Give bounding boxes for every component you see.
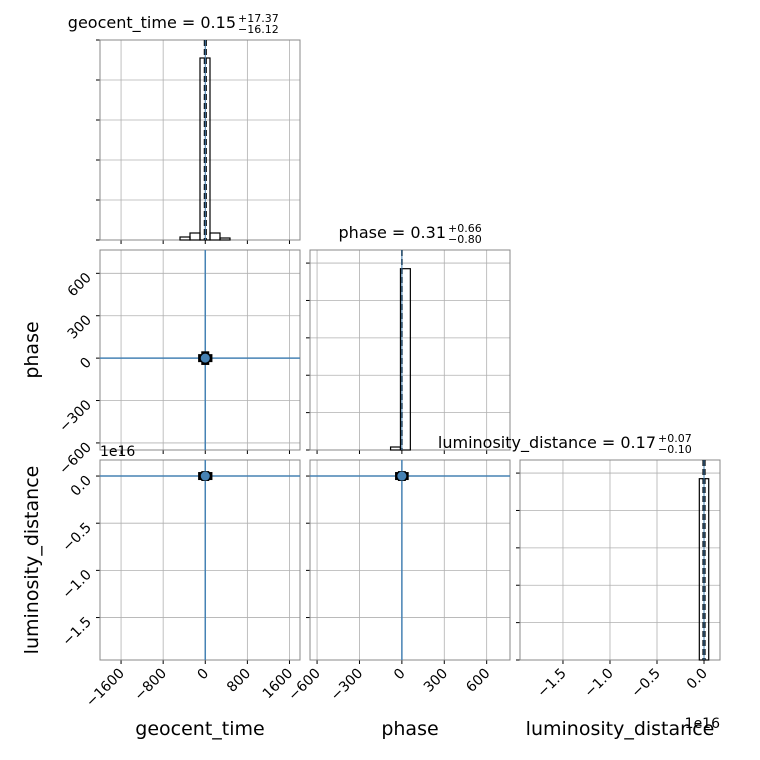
x-tick-label: −600 xyxy=(285,666,324,705)
panel-title: phase = 0.31 xyxy=(339,223,446,242)
title-lower: −0.80 xyxy=(448,233,482,246)
y-tick-label: −0.5 xyxy=(59,520,94,555)
x-axis-label: phase xyxy=(381,718,438,740)
offset-label: 1e16 xyxy=(685,716,720,732)
y-tick-label: 0.0 xyxy=(68,473,95,500)
title-lower: −0.10 xyxy=(658,443,692,456)
x-axis-label: geocent_time xyxy=(135,718,264,740)
x-tick-label: 800 xyxy=(224,666,254,696)
y-axis-label: phase xyxy=(21,321,43,378)
x-tick-label: 600 xyxy=(463,666,493,696)
hist-bar xyxy=(389,446,402,451)
title-lower: −16.12 xyxy=(238,23,279,36)
truth-marker xyxy=(397,471,407,481)
y-tick-label: 0 xyxy=(77,355,95,373)
y-tick-label: −600 xyxy=(56,439,95,478)
hist-bar xyxy=(219,237,231,241)
title-upper: +0.07 xyxy=(658,432,692,445)
hist-bar xyxy=(209,232,221,241)
panel-title: luminosity_distance = 0.17 xyxy=(438,433,656,453)
x-tick-label: −0.5 xyxy=(628,666,663,701)
panel-frame xyxy=(519,459,721,661)
y-tick-label: 600 xyxy=(65,270,95,300)
y-tick-label: 300 xyxy=(65,312,95,342)
x-tick-label: 300 xyxy=(421,666,451,696)
x-tick-label: −1600 xyxy=(83,666,128,711)
x-tick-label: 0 xyxy=(391,666,409,684)
x-tick-label: 0.0 xyxy=(684,666,711,693)
offset-label: 1e16 xyxy=(100,444,135,460)
x-tick-label: −300 xyxy=(328,666,367,705)
hist-bar xyxy=(179,236,191,241)
title-upper: +0.66 xyxy=(448,222,482,235)
truth-marker xyxy=(200,471,210,481)
panel-frame xyxy=(99,249,301,451)
x-tick-label: −1.0 xyxy=(581,666,616,701)
truth-marker xyxy=(200,353,210,363)
x-tick-label: −1.5 xyxy=(534,666,569,701)
x-axis-label: luminosity_distance xyxy=(526,718,715,740)
panel-frame xyxy=(99,459,301,661)
hist-bar xyxy=(189,232,201,241)
title-upper: +17.37 xyxy=(238,12,279,25)
y-tick-label: −1.5 xyxy=(59,614,94,649)
y-tick-label: −1.0 xyxy=(59,567,94,602)
x-tick-label: 0 xyxy=(194,666,212,684)
x-tick-label: −800 xyxy=(131,666,170,705)
y-tick-label: −300 xyxy=(56,397,95,436)
hist-bar xyxy=(399,268,411,451)
panel-frame xyxy=(309,459,511,661)
y-axis-label: luminosity_distance xyxy=(21,466,43,655)
panel-title: geocent_time = 0.15 xyxy=(68,13,236,33)
